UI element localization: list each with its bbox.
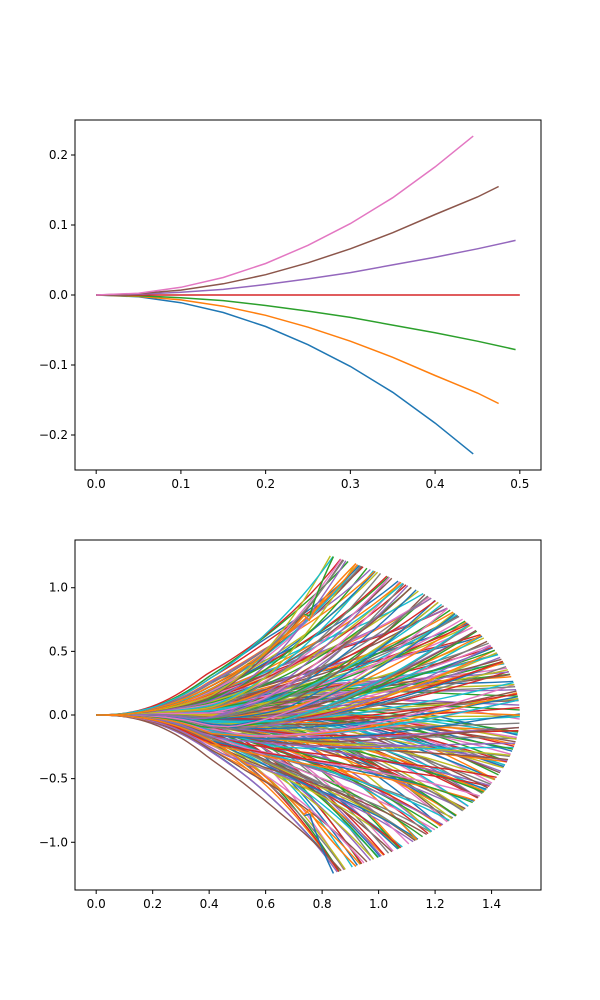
top-x-tick-label: 0.5 bbox=[510, 477, 529, 491]
bottom-x-tick-label: 1.0 bbox=[369, 897, 388, 911]
bottom-plot-x-ticks: 0.0 0.2 0.4 0.6 0.8 1.0 1.2 1.4 bbox=[87, 890, 501, 911]
top-series-line-4 bbox=[96, 239, 516, 296]
top-x-tick-label: 0.3 bbox=[341, 477, 360, 491]
top-plot: 0.0 0.1 0.2 0.3 0.4 0.5 −0.2 −0.1 0.0 0.1 0.2 bbox=[39, 119, 542, 491]
bottom-y-tick-label: 0.5 bbox=[49, 644, 68, 658]
bottom-y-tick-label: −1.0 bbox=[39, 835, 68, 849]
top-plot-y-ticks: −0.2 −0.1 0.0 0.1 0.2 bbox=[39, 148, 75, 442]
bottom-series-line-114 bbox=[96, 714, 516, 748]
bottom-x-tick-label: 0.8 bbox=[313, 897, 332, 911]
top-y-tick-label: 0.2 bbox=[49, 148, 68, 162]
bottom-plot-y-ticks: −1.0 −0.5 0.0 0.5 1.0 bbox=[39, 581, 75, 849]
bottom-y-tick-label: −0.5 bbox=[39, 772, 68, 786]
top-series-line-2 bbox=[96, 294, 516, 351]
top-y-tick-label: −0.1 bbox=[39, 358, 68, 372]
bottom-x-tick-label: 0.6 bbox=[256, 897, 275, 911]
top-series-line-1 bbox=[96, 294, 499, 405]
bottom-series-line-141 bbox=[96, 692, 518, 737]
top-series-line-5 bbox=[96, 185, 499, 296]
bottom-x-tick-label: 0.0 bbox=[87, 897, 106, 911]
bottom-outer-line-3 bbox=[96, 714, 357, 867]
bottom-outer-line-1 bbox=[96, 563, 357, 716]
top-series-line-6 bbox=[96, 135, 474, 296]
top-y-tick-label: −0.2 bbox=[39, 428, 68, 442]
bottom-series-line-234 bbox=[96, 576, 390, 720]
top-plot-x-ticks: 0.0 0.1 0.2 0.3 0.4 0.5 bbox=[87, 470, 529, 491]
top-y-tick-label: 0.0 bbox=[49, 288, 68, 302]
bottom-series-line-259 bbox=[96, 556, 334, 716]
top-series-line-0 bbox=[96, 294, 474, 455]
bottom-y-tick-label: 1.0 bbox=[49, 581, 68, 595]
bottom-plot-lines bbox=[96, 555, 520, 874]
bottom-x-tick-label: 1.4 bbox=[482, 897, 501, 911]
top-y-tick-label: 0.1 bbox=[49, 218, 68, 232]
top-x-tick-label: 0.4 bbox=[426, 477, 445, 491]
top-plot-lines bbox=[96, 135, 520, 455]
bottom-x-tick-label: 1.2 bbox=[426, 897, 445, 911]
bottom-plot: 0.0 0.2 0.4 0.6 0.8 1.0 1.2 1.4 −1.0 −0.5 0.0 0.5 1… bbox=[39, 539, 542, 911]
top-x-tick-label: 0.1 bbox=[171, 477, 190, 491]
bottom-x-tick-label: 0.4 bbox=[200, 897, 219, 911]
top-x-tick-label: 0.2 bbox=[256, 477, 275, 491]
bottom-series-line-206 bbox=[96, 607, 449, 728]
bottom-y-tick-label: 0.0 bbox=[49, 708, 68, 722]
top-x-tick-label: 0.0 bbox=[87, 477, 106, 491]
bottom-x-tick-label: 0.2 bbox=[143, 897, 162, 911]
bottom-series-line-5 bbox=[96, 714, 342, 872]
